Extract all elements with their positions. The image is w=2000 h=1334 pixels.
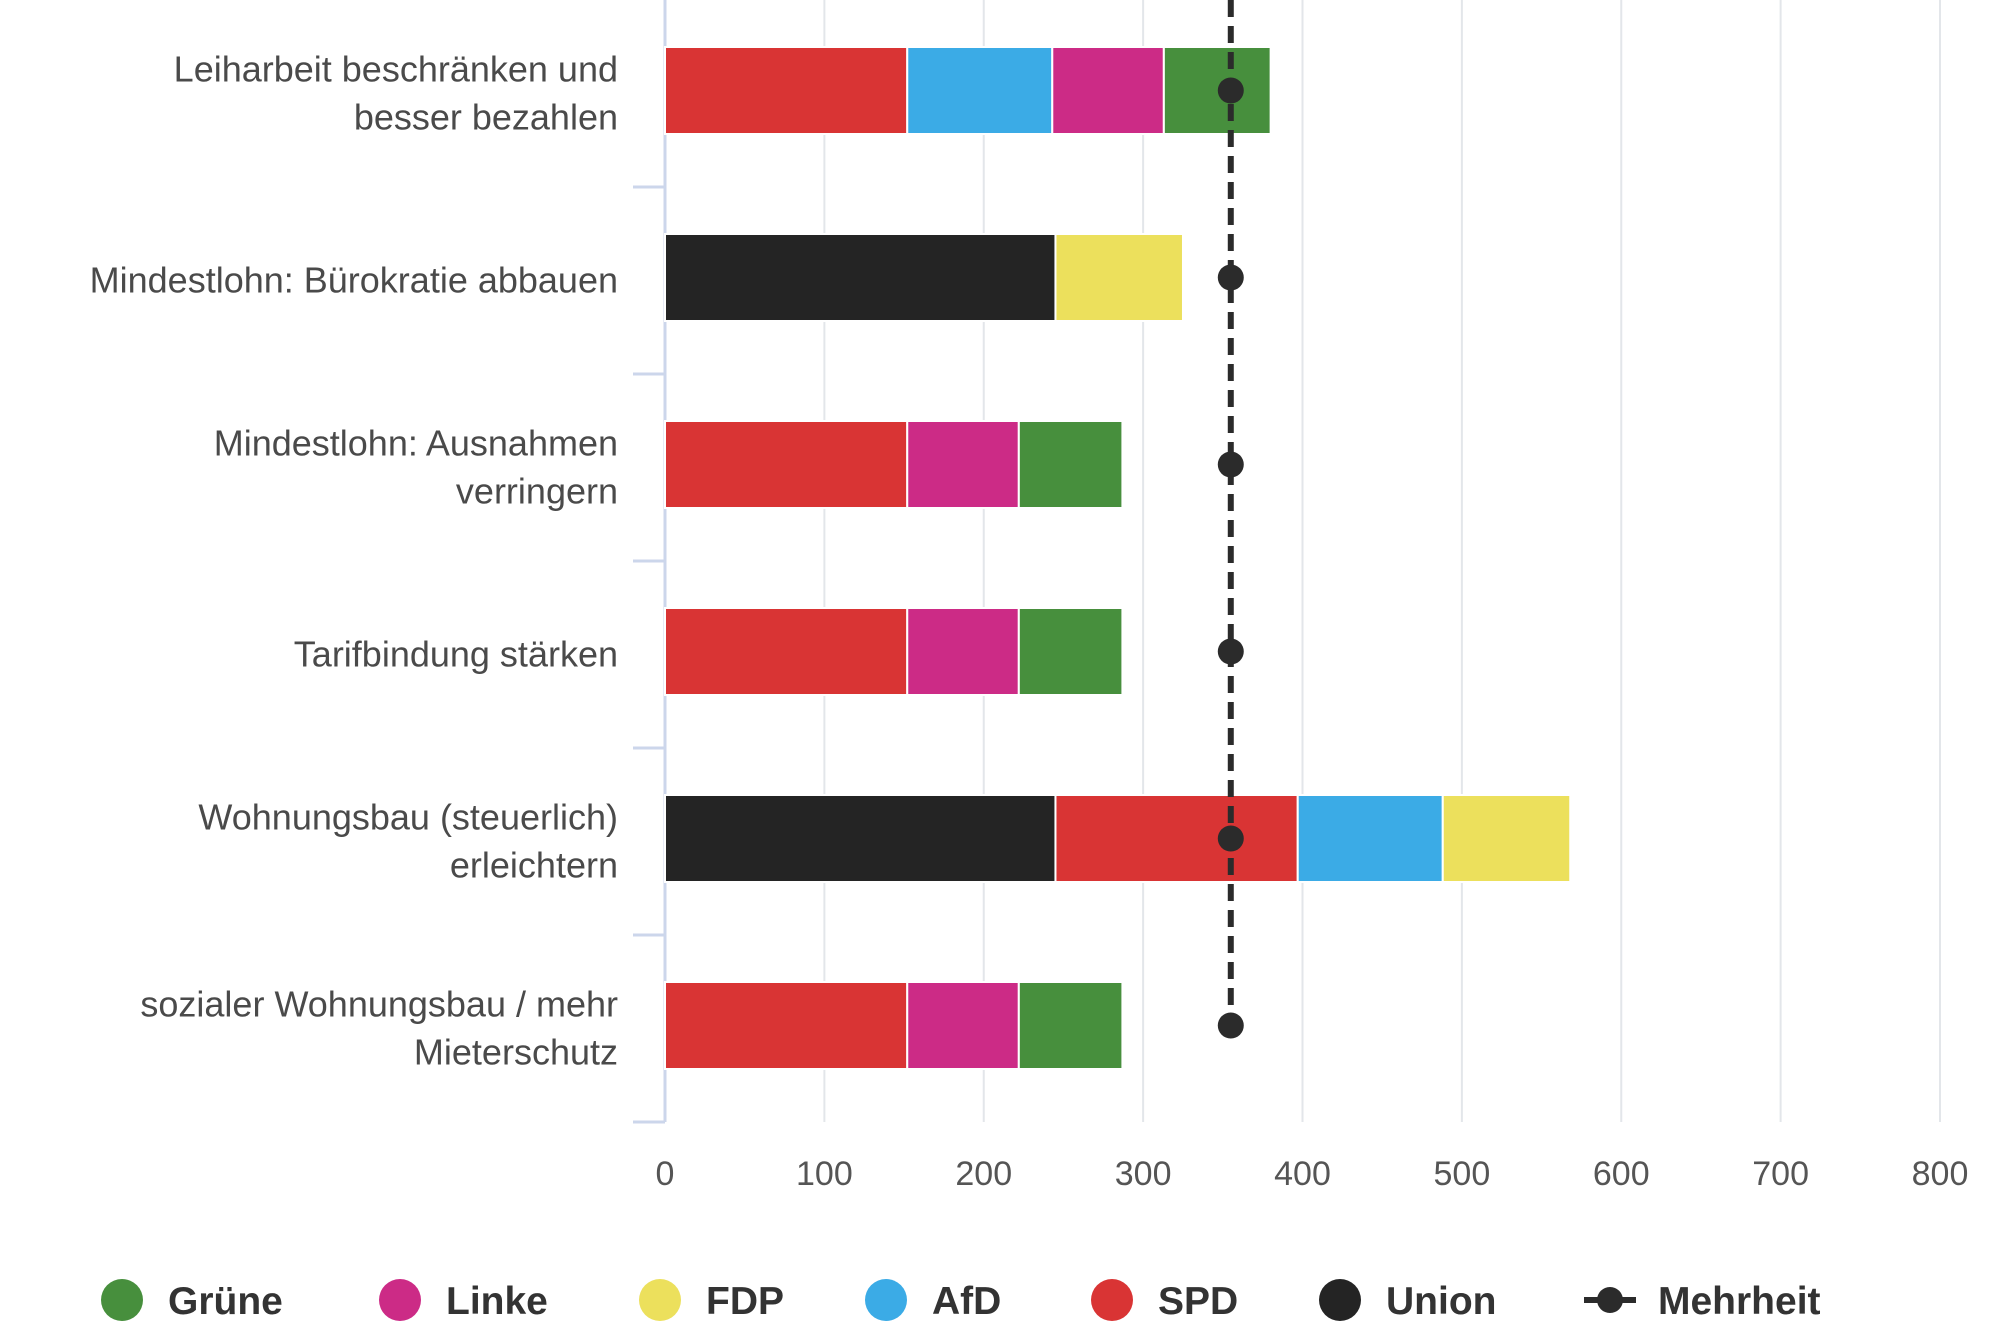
bar-segment-spd (664, 607, 909, 696)
legend-symbol (1319, 1279, 1361, 1321)
legend-item: AfD (865, 1279, 1001, 1323)
bar-segment-linke (906, 981, 1020, 1070)
legend-label: Union (1386, 1280, 1496, 1323)
category-label: erleichtern (450, 845, 618, 886)
legend-symbol (101, 1279, 143, 1321)
legend-label: Mehrheit (1658, 1280, 1821, 1323)
x-tick-label: 700 (1752, 1155, 1809, 1193)
legend-symbol (379, 1279, 421, 1321)
bars (664, 46, 1572, 1070)
category-label: besser bezahlen (354, 97, 618, 138)
bar-segment-spd (664, 46, 909, 135)
legend-symbol-marker (1597, 1287, 1623, 1313)
legend-item: Grüne (101, 1279, 283, 1323)
bar-segment-fdp (1441, 794, 1572, 883)
x-tick-label: 500 (1434, 1155, 1491, 1193)
legend: Grüne Linke FDP AfD SPD Union Mehrheit (101, 1279, 1821, 1323)
bar-segment-gruene (1017, 981, 1124, 1070)
legend-item: FDP (639, 1279, 784, 1323)
x-tick-label: 600 (1593, 1155, 1650, 1193)
legend-label: FDP (706, 1280, 784, 1323)
legend-label: Linke (446, 1280, 548, 1323)
legend-symbol (1091, 1279, 1133, 1321)
majority-marker (1217, 451, 1244, 478)
bar-segment-spd (1054, 794, 1299, 883)
category-labels: Leiharbeit beschränken und besser bezahle… (90, 49, 618, 1073)
x-tick-label: 100 (796, 1155, 853, 1193)
x-tick-label: 300 (1115, 1155, 1172, 1193)
legend-item: Linke (379, 1279, 548, 1323)
legend-item: SPD (1091, 1279, 1238, 1323)
legend-symbol (865, 1279, 907, 1321)
x-tick-label: 400 (1274, 1155, 1331, 1193)
legend-label: SPD (1158, 1280, 1238, 1323)
majority-marker (1217, 77, 1244, 104)
x-tick-label: 800 (1912, 1155, 1969, 1193)
bar-segment-afd (1296, 794, 1444, 883)
bar-segment-linke (906, 607, 1020, 696)
legend-item: Union (1319, 1279, 1496, 1323)
majority-marker (1217, 638, 1244, 665)
category-label: Wohnungsbau (steuerlich) (198, 797, 618, 838)
grid-lines (823, 0, 1941, 1122)
category-label: Mindestlohn: Bürokratie abbauen (90, 260, 618, 301)
category-label: Leiharbeit beschränken und (174, 49, 618, 90)
bar-segment-union (664, 233, 1057, 322)
majority-marker (1217, 1012, 1244, 1039)
category-label: Mindestlohn: Ausnahmen (214, 423, 618, 464)
bar-segment-fdp (1054, 233, 1184, 322)
category-label: Mieterschutz (414, 1032, 618, 1073)
bar-segment-gruene (1017, 420, 1124, 509)
legend-symbol (639, 1279, 681, 1321)
majority-marker (1217, 825, 1244, 852)
x-tick-label: 0 (656, 1155, 675, 1193)
category-label: verringern (456, 471, 618, 512)
majority-series (1217, 0, 1244, 1039)
bar-segment-afd (906, 46, 1054, 135)
bar-segment-gruene (1017, 607, 1124, 696)
category-label: Tarifbindung stärken (294, 634, 618, 675)
x-tick-label: 200 (955, 1155, 1012, 1193)
majority-marker (1217, 264, 1244, 291)
category-axis (633, 0, 667, 1124)
bar-segment-union (664, 794, 1057, 883)
bar-segment-gruene (1162, 46, 1272, 135)
bar-segment-linke (906, 420, 1020, 509)
bar-segment-spd (664, 420, 909, 509)
legend-label: AfD (932, 1280, 1001, 1323)
x-axis-ticks: 0 100 200 300 400 500 600 700 800 (656, 1155, 1969, 1193)
legend-item: Mehrheit (1584, 1280, 1821, 1323)
bar-segment-spd (664, 981, 909, 1070)
category-label: sozialer Wohnungsbau / mehr (140, 984, 618, 1025)
legend-label: Grüne (168, 1280, 283, 1323)
bar-segment-linke (1051, 46, 1165, 135)
